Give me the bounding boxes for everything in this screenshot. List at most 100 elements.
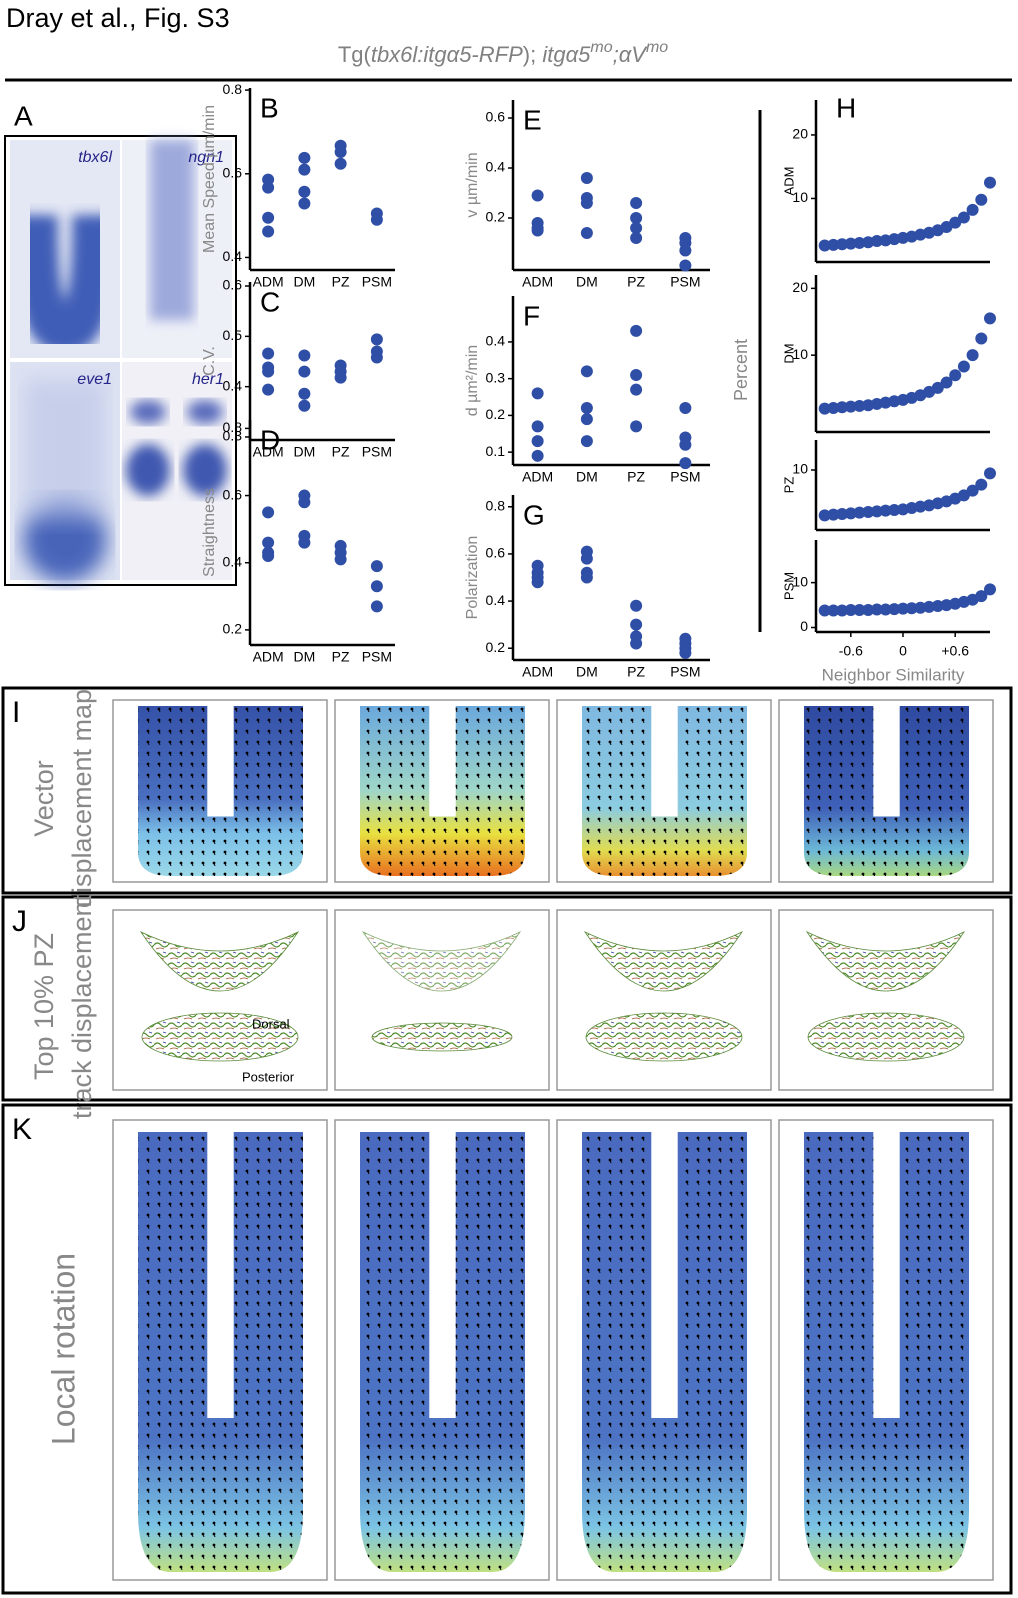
dot bbox=[827, 508, 840, 521]
dot bbox=[370, 560, 383, 573]
row-label: ADM bbox=[781, 167, 796, 196]
annotation: Posterior bbox=[242, 1069, 295, 1084]
dot bbox=[580, 571, 593, 584]
x-tick-label: DM bbox=[576, 274, 598, 290]
dot bbox=[630, 383, 643, 396]
dot bbox=[975, 193, 988, 206]
dot bbox=[630, 324, 643, 337]
dot bbox=[818, 509, 831, 522]
dot bbox=[531, 387, 544, 400]
dot bbox=[580, 172, 593, 184]
dot bbox=[862, 506, 875, 518]
dot bbox=[853, 236, 866, 249]
track-blob bbox=[585, 1012, 743, 1062]
vector-field bbox=[582, 1132, 747, 1572]
y-tick-label: 0.4 bbox=[223, 377, 243, 393]
image-ngn1 bbox=[122, 140, 232, 358]
y-tick-label: 0.2 bbox=[486, 406, 506, 422]
dot bbox=[818, 402, 831, 415]
dot bbox=[966, 484, 979, 497]
dot bbox=[262, 347, 275, 360]
dot bbox=[262, 211, 275, 224]
dot bbox=[679, 402, 692, 415]
dot bbox=[580, 413, 593, 426]
y-tick-label: 0.4 bbox=[223, 248, 243, 264]
dot bbox=[370, 600, 383, 613]
dot bbox=[966, 203, 979, 216]
h-y-label: Percent bbox=[731, 339, 751, 401]
vector-field bbox=[582, 706, 747, 876]
x-tick-label: PSM bbox=[362, 649, 392, 665]
panel-letter: J bbox=[12, 905, 27, 938]
subtitle-superscript: mo bbox=[590, 39, 612, 56]
dot bbox=[853, 399, 866, 412]
y-tick-label: 0.2 bbox=[486, 639, 506, 655]
y-tick-label: 10 bbox=[792, 461, 808, 477]
track-blob bbox=[371, 1022, 513, 1052]
y-tick-label: 0.4 bbox=[486, 592, 506, 608]
dot bbox=[531, 420, 544, 433]
dot bbox=[630, 232, 643, 244]
y-axis-label: Polarization bbox=[464, 536, 481, 620]
vector-field bbox=[360, 706, 525, 876]
dot bbox=[298, 197, 311, 210]
vector-field bbox=[138, 1132, 303, 1572]
dot bbox=[334, 146, 347, 159]
y-tick-label: 20 bbox=[792, 279, 808, 295]
vector-field bbox=[360, 1132, 525, 1572]
track-blob bbox=[807, 1012, 965, 1062]
row-title: Top 10% PZ bbox=[29, 933, 59, 1080]
x-tick-label: ADM bbox=[253, 444, 284, 460]
annotation: Dorsal bbox=[252, 1016, 290, 1031]
panel-letter: G bbox=[523, 499, 545, 530]
track-blob bbox=[583, 930, 744, 992]
y-axis-label: Straightness bbox=[201, 488, 218, 577]
y-tick-label: 0 bbox=[800, 618, 808, 634]
dot bbox=[975, 478, 988, 491]
x-tick-label: PSM bbox=[670, 469, 700, 485]
dot bbox=[262, 506, 275, 519]
y-tick-label: 0.8 bbox=[223, 419, 243, 435]
dot bbox=[580, 227, 593, 239]
x-tick-label: PZ bbox=[332, 274, 350, 290]
dot bbox=[298, 185, 311, 198]
y-tick-label: 10 bbox=[792, 346, 808, 362]
x-tick-label: ADM bbox=[522, 469, 553, 485]
dot bbox=[957, 211, 970, 224]
dot bbox=[844, 237, 857, 250]
row-label: PSM bbox=[781, 572, 796, 600]
dot bbox=[531, 435, 544, 448]
dot bbox=[370, 333, 383, 346]
dot bbox=[679, 457, 692, 470]
row-title: track displacement bbox=[67, 893, 97, 1119]
dot bbox=[630, 368, 643, 381]
dot bbox=[818, 239, 831, 252]
dot bbox=[827, 604, 840, 617]
y-tick-label: 0.6 bbox=[223, 164, 243, 180]
dot bbox=[818, 604, 831, 617]
dot bbox=[975, 590, 988, 603]
image-label: her1 bbox=[192, 371, 224, 388]
y-tick-label: 0.6 bbox=[486, 545, 506, 561]
dot bbox=[298, 387, 311, 400]
image-her1 bbox=[122, 362, 232, 580]
dot bbox=[914, 601, 927, 614]
dot bbox=[984, 176, 996, 189]
dot bbox=[298, 365, 311, 378]
dot bbox=[870, 603, 883, 616]
dot bbox=[931, 599, 944, 612]
dot bbox=[879, 504, 892, 517]
subtitle-part: ); bbox=[523, 42, 543, 67]
dot bbox=[630, 599, 643, 612]
subtitle-part: tbx6l:itgα5-RFP bbox=[371, 42, 523, 67]
dot bbox=[827, 238, 840, 251]
x-tick-label: ADM bbox=[253, 649, 284, 665]
image-tbx6l bbox=[10, 140, 120, 358]
y-tick-label: 0.4 bbox=[486, 159, 506, 175]
dot bbox=[531, 576, 544, 589]
x-tick-label: PSM bbox=[670, 274, 700, 290]
panel-letter: D bbox=[260, 424, 280, 455]
y-tick-label: 0.4 bbox=[486, 333, 506, 349]
dot bbox=[923, 600, 936, 613]
